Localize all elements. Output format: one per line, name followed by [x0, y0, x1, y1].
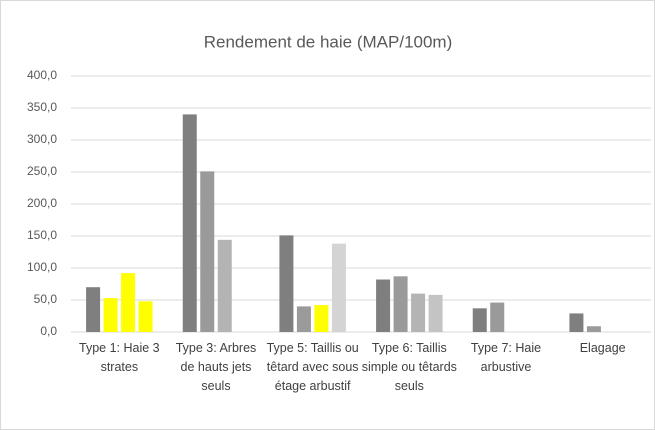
- y-tick-label: 250,0: [27, 164, 57, 178]
- x-tick-label: Elagage: [579, 341, 626, 355]
- bar: [411, 293, 426, 332]
- x-tick-label: Type 3: Arbres de hauts jets seuls: [175, 341, 257, 393]
- x-tick-label: Type 7: Haie arbustive: [470, 341, 542, 374]
- y-tick-label: 0,0: [40, 324, 57, 338]
- bar: [569, 313, 584, 332]
- y-tick-label: 200,0: [27, 196, 57, 210]
- bar: [103, 298, 118, 332]
- x-tick-label: Type 5: Taillis ou têtard avec sous étag…: [266, 341, 359, 393]
- bar: [296, 306, 311, 332]
- y-tick-label: 350,0: [27, 100, 57, 114]
- bar: [331, 243, 346, 332]
- bar: [314, 305, 329, 332]
- x-tick-label: Type 6: Taillis simple ou têtards seuls: [361, 341, 457, 393]
- bar: [217, 239, 232, 332]
- y-tick-label: 150,0: [27, 228, 57, 242]
- bar: [138, 301, 153, 332]
- x-tick-label: Type 1: Haie 3 strates: [79, 341, 160, 374]
- bar: [490, 302, 505, 332]
- y-tick-label: 50,0: [34, 292, 58, 306]
- bar: [376, 279, 391, 332]
- bar: [121, 273, 136, 332]
- chart-title: Rendement de haie (MAP/100m): [204, 32, 453, 51]
- y-tick-label: 300,0: [27, 132, 57, 146]
- bar: [428, 294, 443, 332]
- bar: [86, 287, 101, 332]
- y-tick-label: 100,0: [27, 260, 57, 274]
- bar: [200, 171, 215, 332]
- y-tick-label: 400,0: [27, 68, 57, 82]
- bar: [279, 235, 294, 332]
- bar: [586, 326, 601, 332]
- bar: [393, 276, 408, 332]
- bar: [472, 308, 487, 332]
- bar: [182, 114, 197, 333]
